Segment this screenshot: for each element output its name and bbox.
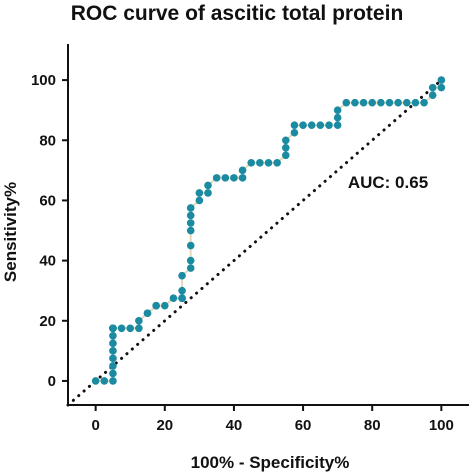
- roc-point: [109, 347, 117, 355]
- roc-point: [281, 136, 290, 145]
- roc-point: [264, 159, 273, 167]
- roc-point: [186, 226, 195, 235]
- roc-point: [178, 294, 186, 303]
- roc-point: [109, 324, 117, 333]
- roc-point: [428, 83, 437, 92]
- roc-point: [109, 369, 117, 378]
- roc-point: [169, 294, 178, 303]
- roc-point: [411, 98, 420, 107]
- roc-point: [143, 309, 152, 318]
- roc-point: [238, 166, 247, 175]
- roc-point: [135, 316, 143, 325]
- roc-point: [428, 91, 437, 99]
- roc-point: [437, 76, 446, 84]
- roc-point: [186, 241, 195, 250]
- roc-point: [247, 159, 256, 167]
- y-tick-label: 0: [48, 373, 56, 390]
- roc-point: [195, 189, 204, 197]
- roc-point: [91, 377, 100, 385]
- roc-point: [186, 256, 195, 265]
- roc-point: [186, 204, 195, 212]
- chart-title: ROC curve of ascitic total protein: [71, 2, 404, 25]
- roc-point: [126, 324, 135, 333]
- y-axis-label: Sensitivity%: [1, 182, 20, 282]
- roc-point: [333, 113, 342, 122]
- roc-point: [385, 98, 394, 107]
- roc-point: [109, 362, 117, 370]
- roc-point: [186, 264, 195, 272]
- roc-point: [230, 174, 238, 182]
- roc-point: [256, 159, 264, 167]
- roc-point: [290, 128, 299, 137]
- y-axis-ticks: 0 20 40 60 80 100: [31, 72, 68, 390]
- roc-point: [204, 189, 212, 197]
- roc-point: [273, 159, 281, 167]
- roc-point: [109, 377, 117, 385]
- roc-point: [186, 219, 195, 227]
- roc-points: [91, 76, 446, 385]
- roc-point: [351, 98, 359, 107]
- y-tick-label: 60: [39, 192, 56, 209]
- roc-point: [299, 121, 307, 130]
- x-tick-label: 100: [429, 417, 454, 434]
- plot-frame: [67, 44, 469, 406]
- roc-point: [238, 174, 247, 182]
- auc-annotation: AUC: 0.65: [348, 173, 428, 192]
- roc-point: [117, 324, 126, 333]
- roc-point: [368, 98, 377, 107]
- roc-point: [178, 271, 186, 280]
- y-tick-label: 100: [31, 72, 56, 89]
- roc-point: [100, 377, 109, 385]
- x-tick-label: 80: [364, 417, 381, 434]
- roc-point: [109, 332, 117, 340]
- x-axis-ticks: 0 20 40 60 80 100: [91, 405, 454, 434]
- roc-point: [186, 211, 195, 220]
- x-tick-label: 0: [91, 417, 99, 434]
- roc-point: [377, 98, 385, 107]
- roc-point: [281, 151, 290, 160]
- roc-point: [204, 181, 212, 190]
- x-axis-label: 100% - Specificity%: [191, 453, 350, 472]
- roc-point: [307, 121, 316, 130]
- roc-point: [359, 98, 368, 107]
- roc-point: [109, 354, 117, 363]
- roc-point: [333, 121, 342, 130]
- roc-point: [152, 301, 160, 310]
- x-tick-label: 40: [226, 417, 243, 434]
- roc-point: [290, 121, 299, 130]
- y-tick-label: 20: [39, 313, 56, 330]
- roc-point: [195, 196, 204, 205]
- y-tick-label: 40: [39, 253, 56, 270]
- roc-point: [325, 121, 333, 130]
- x-tick-label: 20: [156, 417, 173, 434]
- roc-point: [394, 98, 402, 107]
- roc-point: [221, 174, 230, 182]
- roc-point: [212, 174, 221, 182]
- roc-point: [420, 98, 428, 107]
- roc-point: [135, 324, 143, 333]
- x-tick-label: 60: [295, 417, 312, 434]
- roc-point: [437, 83, 446, 92]
- reference-diagonal-line: [66, 78, 443, 407]
- roc-point: [333, 106, 342, 114]
- y-tick-label: 80: [39, 132, 56, 149]
- roc-point: [160, 301, 169, 310]
- roc-point: [342, 98, 351, 107]
- roc-point: [109, 339, 117, 348]
- roc-point: [402, 98, 411, 107]
- roc-point: [281, 143, 290, 152]
- roc-point: [316, 121, 325, 130]
- roc-point: [178, 286, 186, 295]
